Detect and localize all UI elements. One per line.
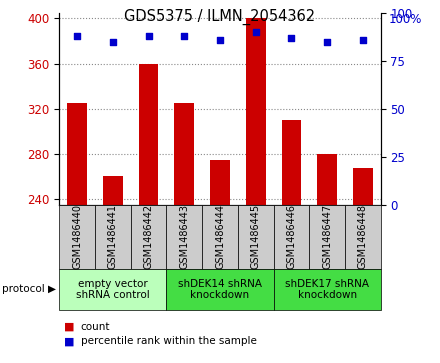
Text: GSM1486444: GSM1486444 [215,204,225,269]
Text: percentile rank within the sample: percentile rank within the sample [81,336,257,346]
Text: protocol ▶: protocol ▶ [2,285,56,294]
Text: GSM1486446: GSM1486446 [286,204,297,269]
Point [181,33,188,39]
Point [359,37,366,42]
Bar [317,154,337,205]
Text: GSM1486443: GSM1486443 [180,204,189,269]
Point [252,29,259,35]
Bar [210,160,230,205]
Text: GSM1486441: GSM1486441 [108,204,118,269]
Bar [246,19,265,205]
Text: GSM1486445: GSM1486445 [251,204,260,269]
Point [216,37,224,42]
Point [74,33,81,39]
Text: GDS5375 / ILMN_2054362: GDS5375 / ILMN_2054362 [125,9,315,25]
Bar [67,103,87,205]
Bar [353,168,373,205]
Bar [175,103,194,205]
Text: empty vector
shRNA control: empty vector shRNA control [76,279,150,300]
Text: ■: ■ [64,336,74,346]
Point [288,35,295,41]
Bar [139,64,158,205]
Point [145,33,152,39]
Point [110,38,117,44]
Text: shDEK14 shRNA
knockdown: shDEK14 shRNA knockdown [178,279,262,300]
Text: GSM1486448: GSM1486448 [358,204,368,269]
Point [323,38,330,44]
Text: 100%: 100% [389,13,422,26]
Text: GSM1486442: GSM1486442 [143,204,154,269]
Bar [103,176,123,205]
Text: shDEK17 shRNA
knockdown: shDEK17 shRNA knockdown [285,279,369,300]
Text: GSM1486447: GSM1486447 [322,204,332,269]
Text: count: count [81,322,110,332]
Text: ■: ■ [64,322,74,332]
Text: GSM1486440: GSM1486440 [72,204,82,269]
Bar [282,120,301,205]
